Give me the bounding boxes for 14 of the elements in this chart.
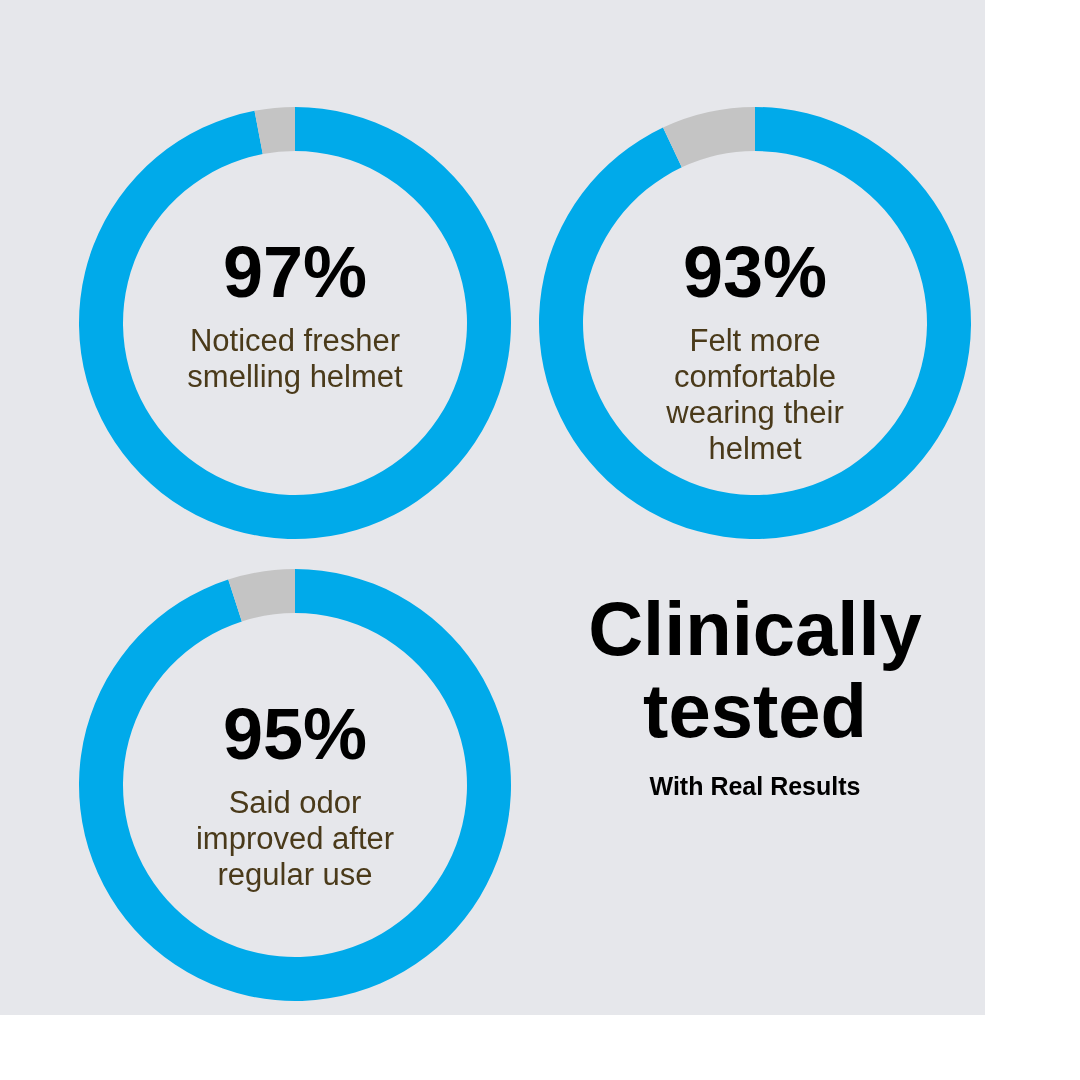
donut-slice	[79, 569, 511, 1001]
donut-slice	[79, 107, 511, 539]
donut-slice	[228, 569, 295, 622]
donut-slice	[254, 107, 295, 155]
text: Said odor improved after regular use	[195, 785, 395, 892]
text: 95%	[222, 694, 368, 774]
donut-slice	[539, 107, 971, 539]
text: With Real Results	[649, 772, 861, 800]
text: 97%	[222, 232, 368, 312]
text: Clinically tested	[588, 586, 922, 753]
text: 93%	[682, 232, 828, 312]
donut-slice	[663, 107, 755, 168]
text: Felt more comfortable wearing their helmet	[665, 323, 844, 466]
text: Noticed fresher smelling helmet	[187, 323, 404, 394]
